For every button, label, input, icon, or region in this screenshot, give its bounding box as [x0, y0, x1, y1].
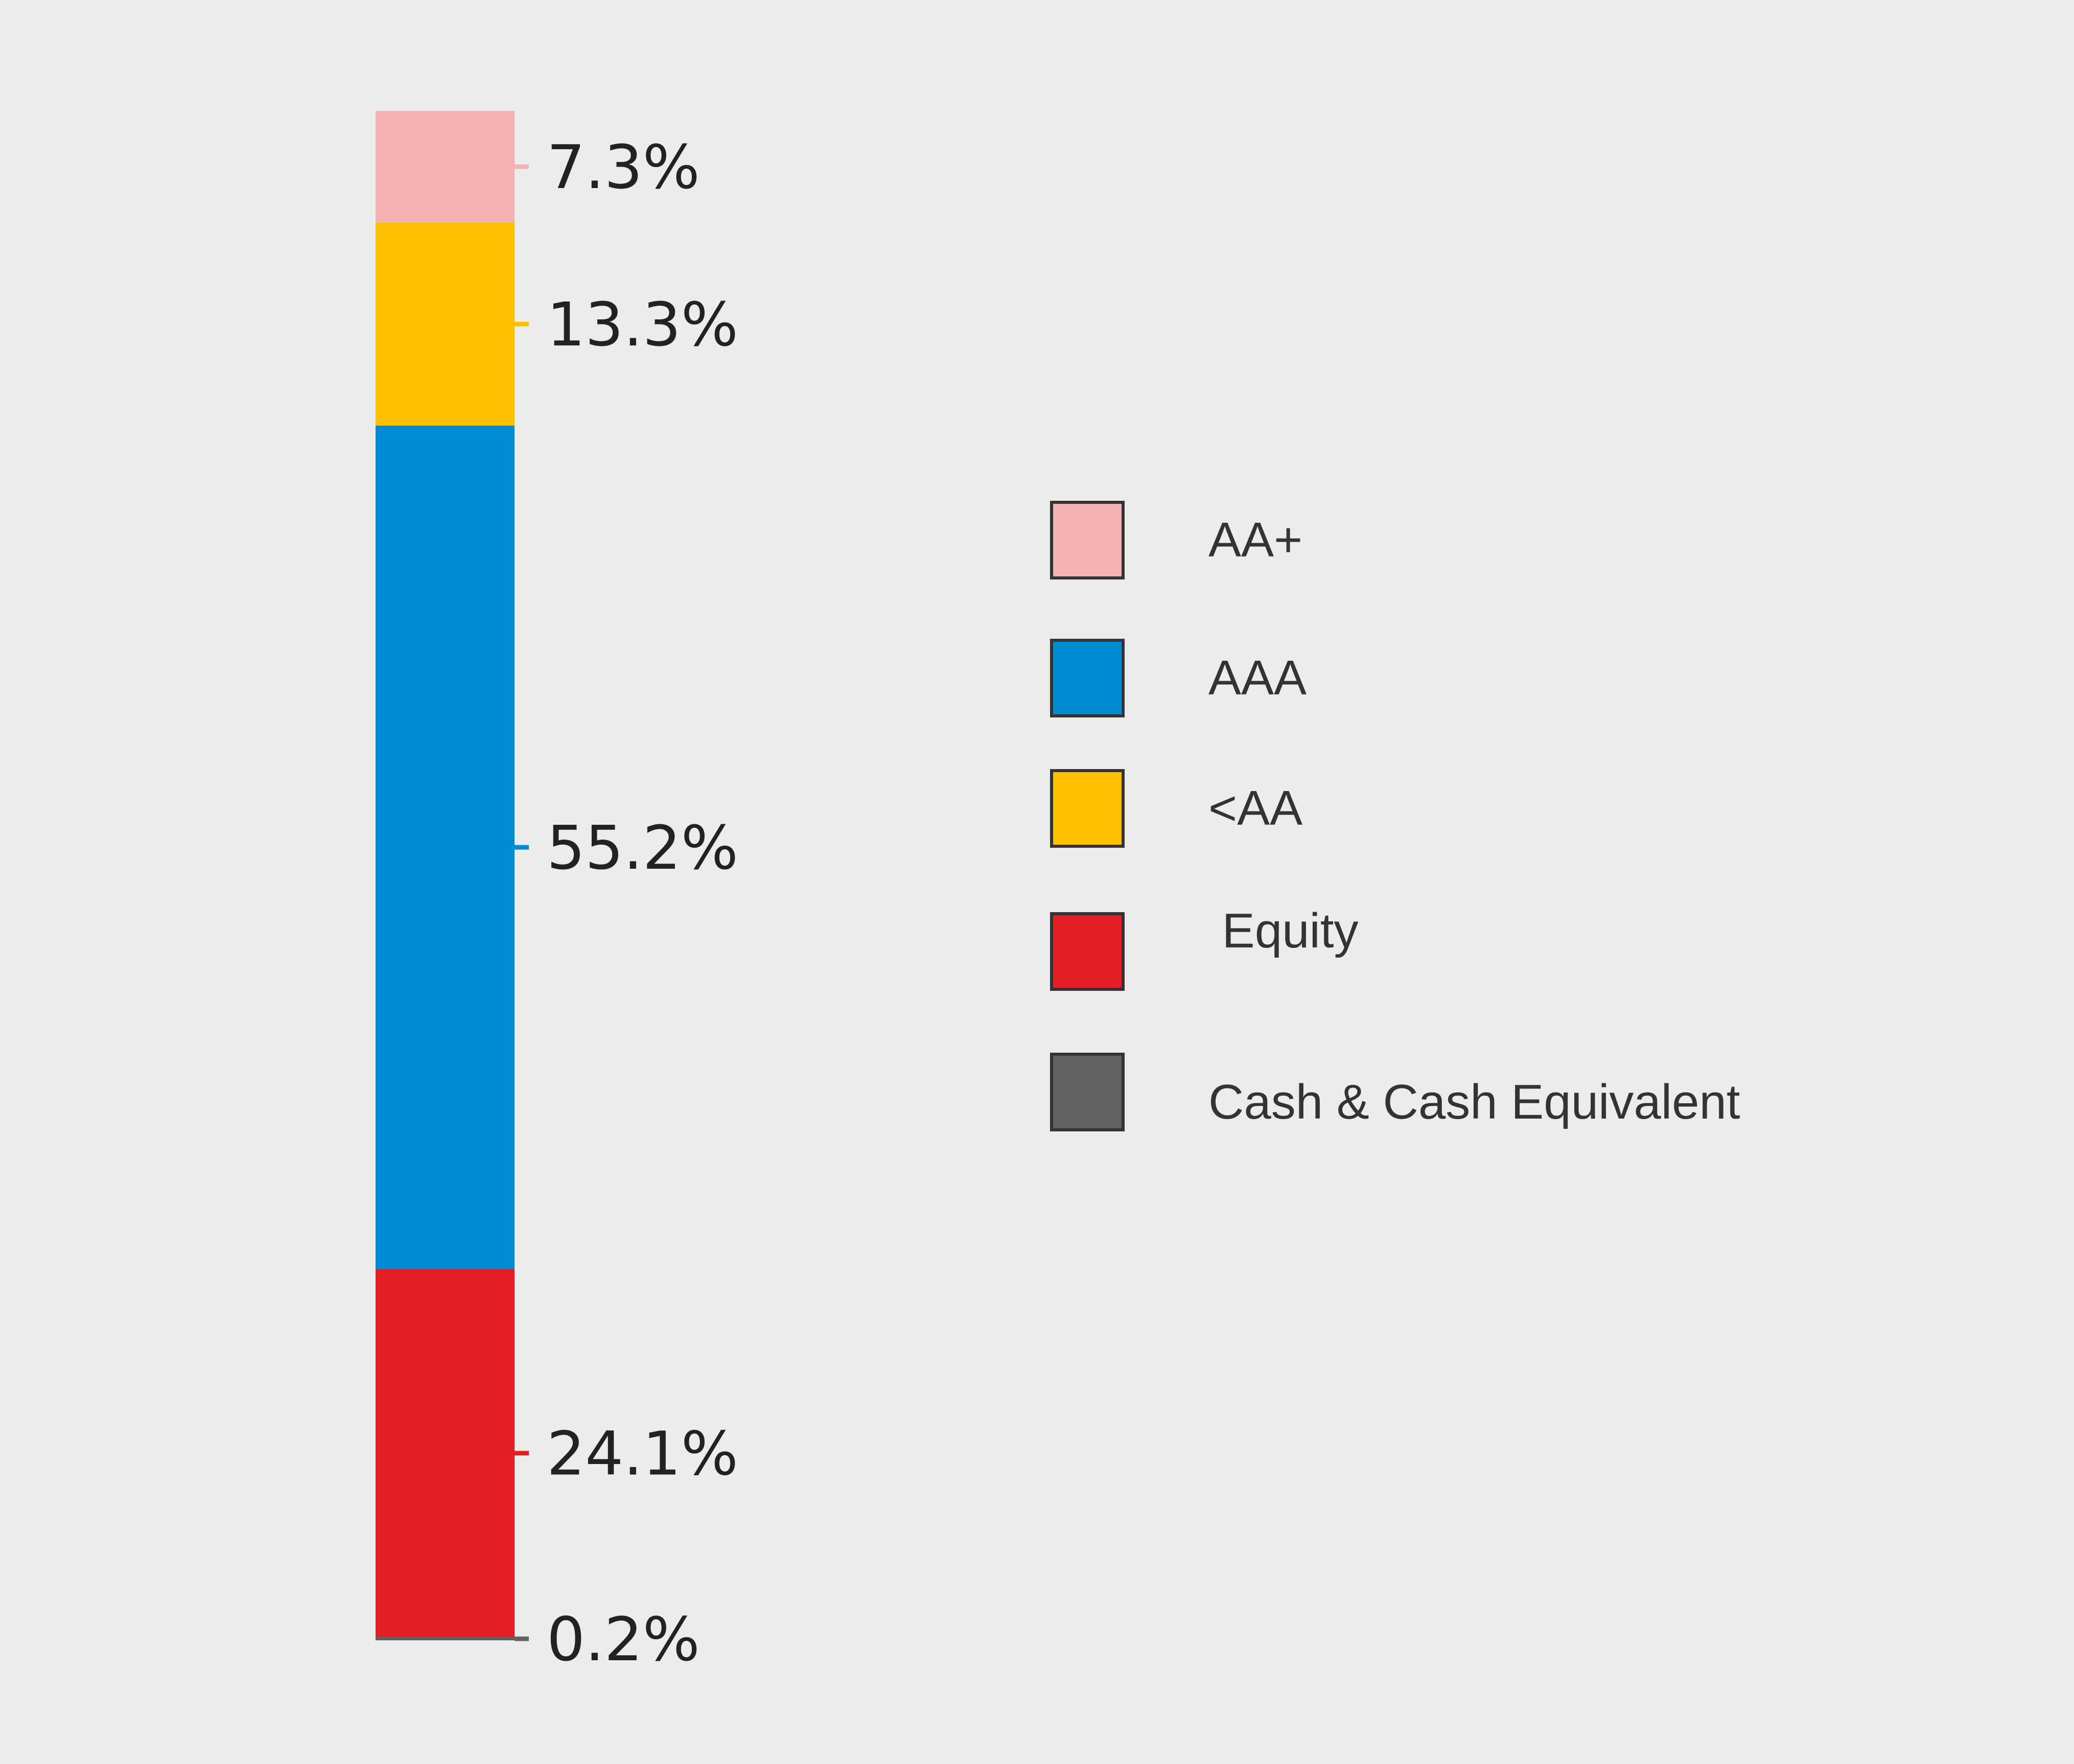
data-label-aaa: 55.2% [547, 813, 738, 883]
legend-swatch-below-aa [1050, 769, 1125, 848]
bar-segment-equity [376, 1269, 515, 1638]
label-ticks [515, 164, 529, 1641]
data-label-aa: 7.3% [547, 132, 700, 202]
legend-label-equity: Equity [1208, 903, 1359, 958]
bar-segment-aa [376, 111, 515, 223]
legend-item-equity: Equity [1050, 903, 2021, 994]
legend-swatch-equity [1050, 912, 1125, 991]
legend-swatch-aaa [1050, 639, 1125, 717]
bar-segment-aaa [376, 425, 515, 1269]
bar-segment-aa [376, 222, 515, 426]
data-label-equity: 24.1% [547, 1419, 738, 1489]
bar-segments [376, 111, 515, 1640]
legend-label-cash: Cash & Cash Equivalent [1208, 1075, 1740, 1129]
bar-segment-cash-cash-equivalent [376, 1637, 515, 1640]
legend-label-below-aa: <AA [1208, 781, 1303, 835]
legend-swatch-cash [1050, 1053, 1125, 1131]
data-labels: 7.3% 13.3% 55.2% 24.1% 0.2% [547, 132, 738, 1675]
legend-item-below-aa: <AA [1050, 769, 2021, 851]
legend-label-aa-plus: AA+ [1208, 513, 1303, 567]
legend-item-aa-plus: AA+ [1050, 501, 2021, 583]
legend-item-aaa: AAA [1050, 639, 2021, 721]
legend: AA+ AAA <AA Equity Cash & Cash Equivalen… [1050, 501, 2021, 1145]
legend-label-aaa: AAA [1208, 651, 1307, 705]
data-label-cash-cash-equivalent: 0.2% [547, 1604, 700, 1675]
legend-swatch-aa-plus [1050, 501, 1125, 579]
legend-item-cash: Cash & Cash Equivalent [1050, 1053, 2021, 1134]
data-label-aa: 13.3% [547, 289, 738, 360]
